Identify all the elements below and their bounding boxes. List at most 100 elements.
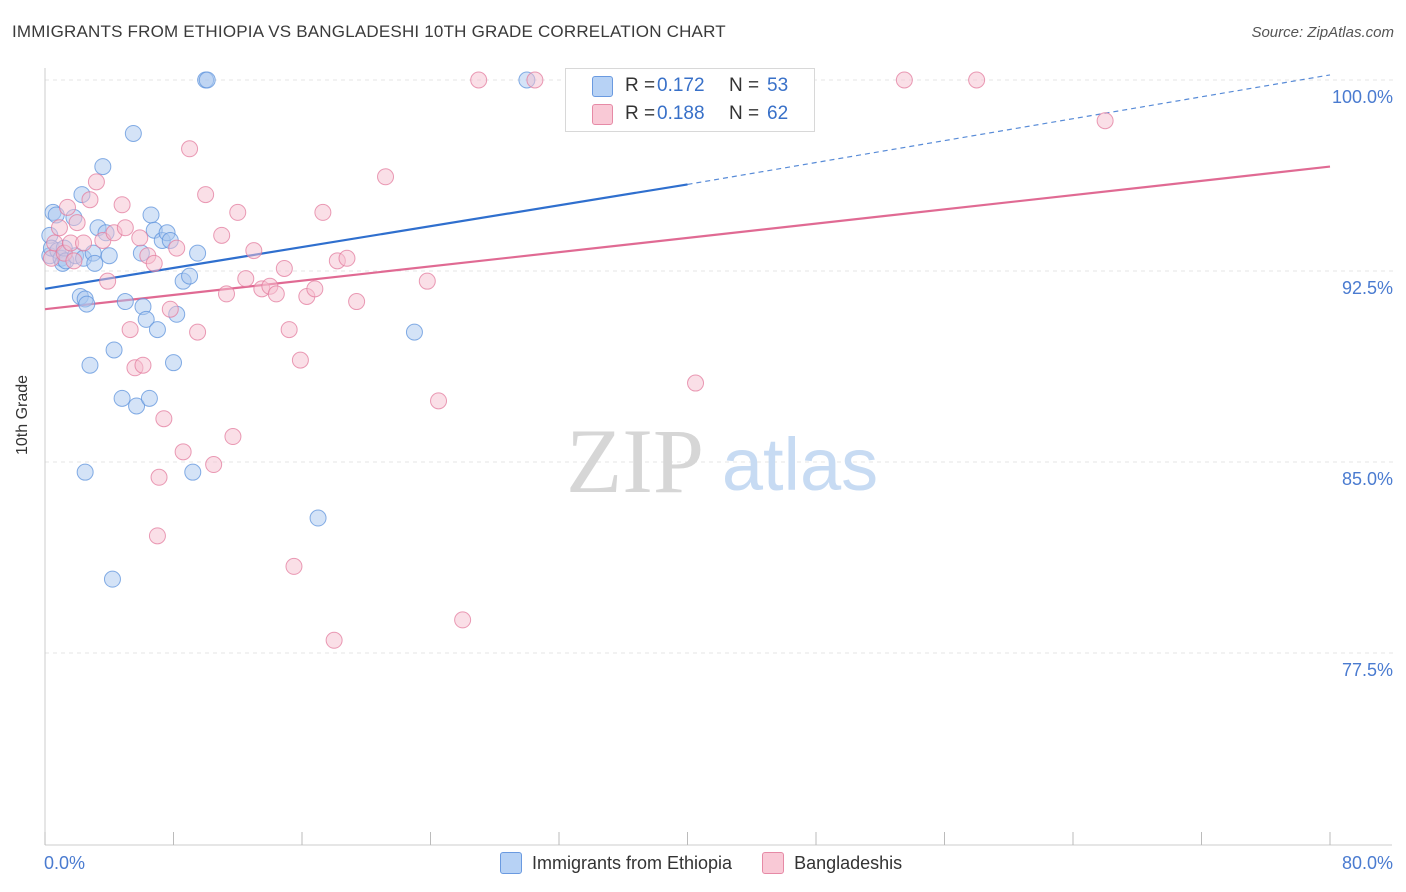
ethiopia-point <box>165 354 182 372</box>
bangladeshi-point <box>50 219 68 237</box>
series-legend-label: Bangladeshis <box>794 852 903 873</box>
bangladeshi-point <box>161 300 179 318</box>
ethiopia-point <box>78 295 96 313</box>
bangladeshi-point <box>224 428 242 446</box>
ethiopia-point <box>405 323 423 341</box>
bangladeshi-point <box>267 285 285 303</box>
bangladeshi-point <box>454 611 472 629</box>
bangladeshi-point <box>205 456 223 474</box>
legend-swatch-blue <box>592 75 613 97</box>
bangladeshi-point <box>895 71 913 89</box>
bangladeshi-point <box>314 203 332 221</box>
ethiopia-point <box>103 570 121 588</box>
bangladeshi-point <box>687 374 705 392</box>
bangladeshi-point <box>218 285 236 303</box>
bangladeshi-point <box>145 254 163 272</box>
axes <box>44 68 1392 846</box>
series-legend-label: Immigrants from Ethiopia <box>532 852 733 873</box>
ethiopia-point <box>116 293 134 311</box>
bangladeshi-point <box>291 351 309 369</box>
ethiopia-point <box>124 124 142 142</box>
bangladeshi-point <box>58 198 76 216</box>
y-tick-label: 92.5% <box>1342 278 1393 298</box>
ethiopia-point <box>86 254 104 272</box>
source-label: Source: ZipAtlas.com <box>1251 24 1394 41</box>
gridlines <box>45 79 1395 654</box>
bangladeshi-point <box>275 259 293 277</box>
bangladeshi-point <box>470 71 488 89</box>
ethiopia-point <box>142 206 160 224</box>
bangladeshi-point <box>150 468 168 486</box>
bangladeshi-point <box>285 557 303 575</box>
bangladeshi-point <box>229 203 247 221</box>
bangladeshi-point <box>197 186 215 204</box>
watermark-zip: ZIP <box>566 410 704 512</box>
bangladeshi-point <box>68 214 86 232</box>
legend-n-label: N = <box>729 75 760 96</box>
bangladeshi-point <box>75 234 93 252</box>
ethiopia-point <box>113 389 131 407</box>
legend-n-value: 62 <box>767 103 789 124</box>
ethiopia-point <box>128 397 146 415</box>
stats-legend: R = 0.172 N = 53 R = 0.188 N = 62 <box>565 68 815 132</box>
data-points <box>41 71 1114 649</box>
ethiopia-point <box>81 356 99 374</box>
bangladeshi-point <box>155 410 173 428</box>
legend-r-value: 0.172 <box>657 75 705 96</box>
x-tick-label: 80.0% <box>1342 853 1393 873</box>
ethiopia-point <box>148 321 166 339</box>
bangladeshi-point <box>280 321 298 339</box>
bangladeshi-point <box>65 252 83 270</box>
legend-n-value: 53 <box>767 75 789 96</box>
ethiopia-point <box>309 509 327 527</box>
bangladeshi-point <box>237 270 255 288</box>
watermark-atlas: atlas <box>722 423 878 506</box>
bangladeshi-point <box>430 392 448 410</box>
ethiopia-point <box>181 267 199 285</box>
series-swatch-pink <box>762 852 785 874</box>
series-legend-ethiopia[interactable]: Immigrants from Ethiopia <box>500 852 732 874</box>
series-legend-bangladeshis[interactable]: Bangladeshis <box>762 852 902 874</box>
ethiopia-point <box>94 158 112 176</box>
bangladeshi-point <box>968 71 986 89</box>
bangladeshi-point <box>338 249 356 267</box>
ethiopia-point <box>137 310 155 328</box>
x-tick-label: 0.0% <box>44 853 85 873</box>
trend-line-bangladeshis <box>44 165 1331 311</box>
bangladeshi-point <box>526 71 544 89</box>
bangladeshi-point <box>348 293 366 311</box>
series-legend: Immigrants from Ethiopia Bangladeshis <box>500 852 902 874</box>
ethiopia-point <box>76 463 94 481</box>
legend-row-ethiopia: R = 0.172 N = 53 <box>592 74 788 98</box>
trend-line-ethiopia-extension <box>687 74 1331 186</box>
legend-r-label: R = <box>625 103 656 124</box>
legend-n-label: N = <box>729 103 760 124</box>
chart-title: IMMIGRANTS FROM ETHIOPIA VS BANGLADESHI … <box>12 22 726 41</box>
bangladeshi-point <box>81 191 99 209</box>
y-tick-label: 85.0% <box>1342 469 1393 489</box>
legend-swatch-pink <box>592 103 613 125</box>
bangladeshi-point <box>134 356 152 374</box>
series-swatch-blue <box>500 852 522 874</box>
bangladeshi-point <box>181 140 199 158</box>
bangladeshi-point <box>306 280 324 298</box>
y-tick-label: 77.5% <box>1342 660 1393 680</box>
bangladeshi-point <box>116 219 134 237</box>
bangladeshi-point <box>189 323 207 341</box>
bangladeshi-point <box>168 239 186 257</box>
bangladeshi-point <box>1096 112 1114 130</box>
ethiopia-point <box>100 247 118 265</box>
bangladeshi-point <box>99 272 117 290</box>
bangladeshi-point <box>213 226 231 244</box>
bangladeshi-point <box>131 229 149 247</box>
bangladeshi-point <box>113 196 131 214</box>
bangladeshi-point <box>87 173 105 191</box>
y-axis-label: 10th Grade <box>14 374 31 455</box>
legend-row-bangladeshis: R = 0.188 N = 62 <box>592 102 788 126</box>
ethiopia-point <box>184 463 202 481</box>
ethiopia-point <box>189 244 207 262</box>
bangladeshi-point <box>121 321 139 339</box>
legend-r-value: 0.188 <box>657 103 705 124</box>
legend-r-label: R = <box>625 75 656 96</box>
